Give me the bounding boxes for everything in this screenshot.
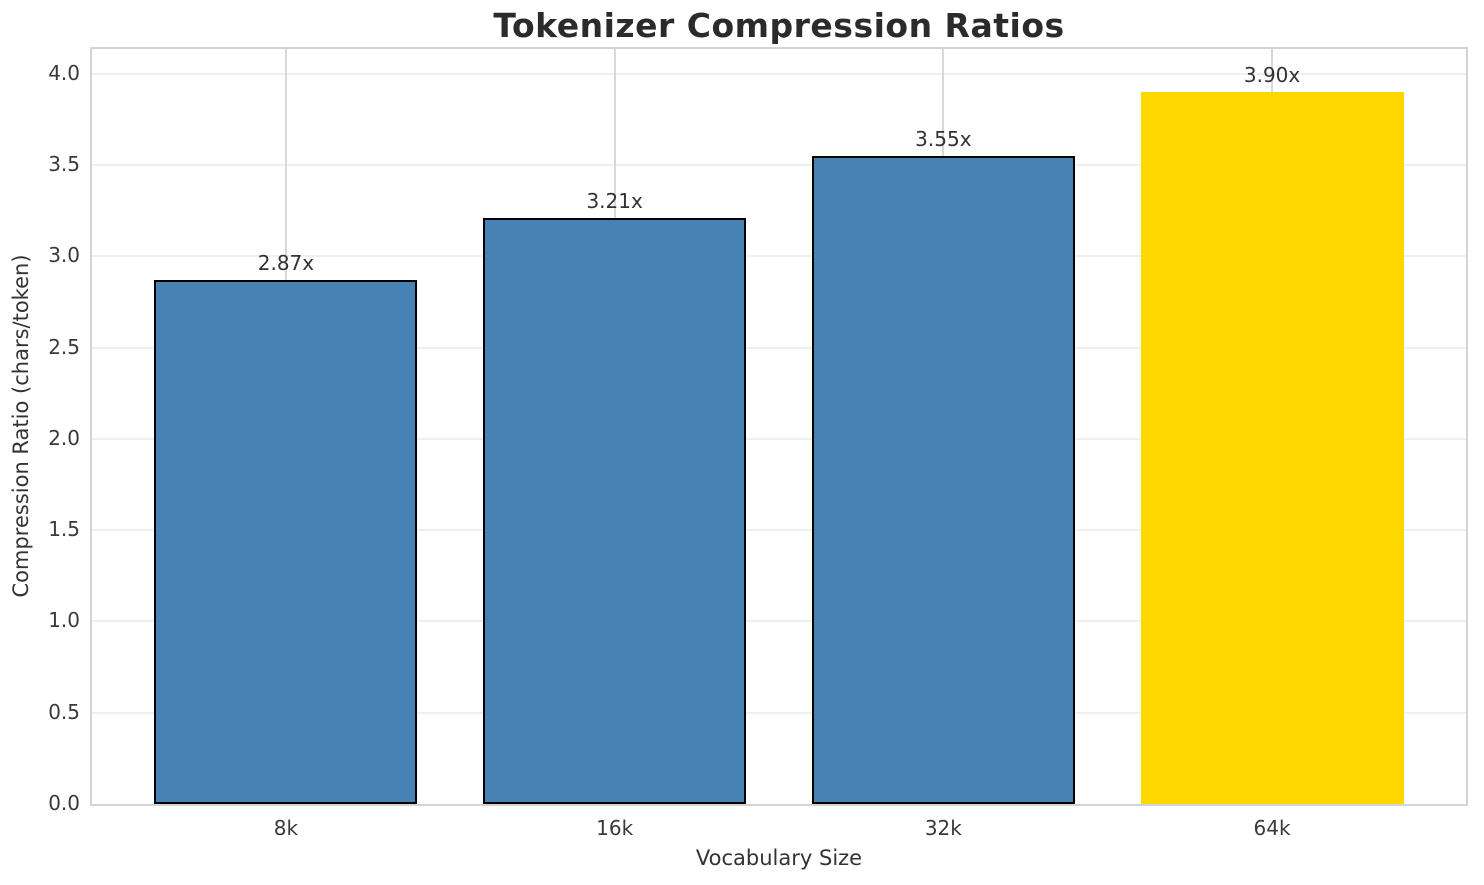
- gridline-horizontal: [92, 72, 1466, 75]
- y-tick-label: 1.5: [48, 517, 80, 542]
- x-tick-label-16k: 16k: [596, 816, 634, 840]
- gridline-horizontal: [92, 164, 1466, 167]
- chart-title: Tokenizer Compression Ratios: [493, 6, 1065, 45]
- bar-value-label-32k: 3.55x: [915, 126, 972, 151]
- bar-value-label-16k: 3.21x: [586, 189, 643, 214]
- x-tick-label-64k: 64k: [1253, 816, 1291, 840]
- y-tick-label: 2.0: [48, 425, 80, 450]
- gridline-horizontal: [92, 620, 1466, 623]
- y-tick-label: 3.5: [48, 152, 80, 177]
- y-tick-label: 3.0: [48, 243, 80, 268]
- x-axis-label: Vocabulary Size: [695, 846, 863, 870]
- gridline-horizontal: [92, 437, 1466, 440]
- gridline-horizontal: [92, 346, 1466, 349]
- bar-16k: [483, 218, 747, 804]
- y-tick-label: 0.0: [48, 791, 80, 815]
- bar-32k: [811, 155, 1075, 804]
- y-tick-label: 2.5: [48, 334, 80, 359]
- bar-value-label-64k: 3.90x: [1243, 63, 1301, 88]
- x-tick-label-8k: 8k: [273, 816, 299, 840]
- bar-64k: [1140, 92, 1404, 804]
- gridline-horizontal: [92, 255, 1466, 258]
- y-tick-label: 4.0: [48, 60, 80, 85]
- gridline-horizontal: [92, 711, 1466, 714]
- bar-value-label-8k: 2.87x: [257, 251, 315, 276]
- y-tick-label: 1.0: [48, 608, 80, 633]
- bar-8k: [154, 280, 418, 804]
- x-tick-label-32k: 32k: [924, 816, 962, 840]
- y-tick-label: 0.5: [48, 699, 80, 724]
- plot-area: 2.87x 3.21x 3.55x 3.90x 0.0 0.5 1.0 1.5 2.0 2.5 3…: [48, 47, 1468, 840]
- gridline-horizontal: [92, 529, 1466, 532]
- y-axis-label: Compression Ratio (chars/token): [9, 254, 33, 598]
